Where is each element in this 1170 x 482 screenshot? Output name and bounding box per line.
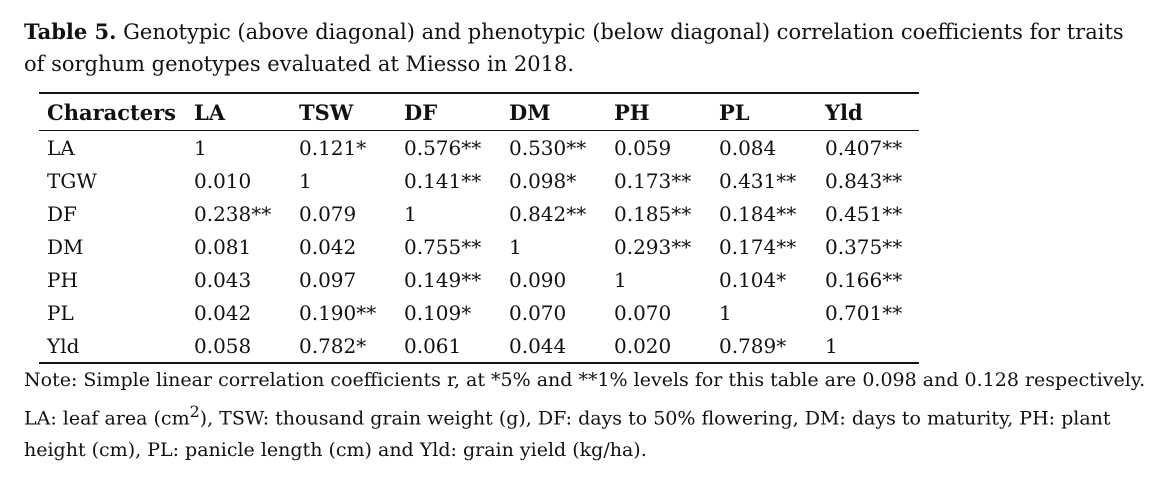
table-caption: Table 5. Genotypic (above diagonal) and … (24, 16, 1150, 80)
column-header: Characters (39, 92, 194, 131)
table-cell: 0.190** (299, 300, 377, 325)
table-row: PL 0.042 0.190** 0.109* 0.070 0.070 1 0.… (39, 296, 919, 329)
table-cell: 1 (825, 329, 919, 364)
table-cell: 0.375** (825, 234, 903, 259)
column-header: LA (194, 92, 299, 131)
table-row: PH 0.043 0.097 0.149** 0.090 1 0.104* 0.… (39, 263, 919, 296)
table-cell: 0.121* (299, 135, 367, 160)
note-superscript: 2 (189, 402, 200, 421)
table-cell: 0.141** (404, 168, 482, 193)
table-row: DM 0.081 0.042 0.755** 1 0.293** 0.174**… (39, 230, 919, 263)
column-header: DM (509, 92, 614, 131)
column-header: TSW (299, 92, 404, 131)
table-cell: 0.293** (614, 234, 692, 259)
table-cell: 0.431** (719, 168, 797, 193)
table-cell: 0.842** (509, 201, 587, 226)
table-cell: 0.044 (509, 329, 614, 364)
table-cell: 0.451** (825, 201, 903, 226)
column-header: PL (719, 92, 825, 131)
table-cell: 0.042 (299, 234, 357, 259)
table-cell: 1 (404, 201, 417, 226)
row-label-cell: LA (47, 135, 75, 160)
table-cell: 0.166** (825, 267, 903, 292)
table-cell: 0.104* (719, 267, 787, 292)
table-cell: 0.789* (719, 329, 825, 364)
table-cell: 0.097 (299, 267, 357, 292)
table-cell: 0.059 (614, 135, 672, 160)
table-cell: 0.058 (194, 329, 299, 364)
table-cell: 1 (719, 300, 732, 325)
table-caption-text: Genotypic (above diagonal) and phenotypi… (24, 20, 1124, 76)
table-cell: 0.010 (194, 168, 252, 193)
table-row: TGW 0.010 1 0.141** 0.098* 0.173** 0.431… (39, 164, 919, 197)
table-cell: 0.070 (509, 300, 567, 325)
table-cell: 0.576** (404, 135, 482, 160)
row-label-cell: PH (47, 267, 78, 292)
table-cell: 0.042 (194, 300, 252, 325)
table-cell: 1 (614, 267, 627, 292)
note-text-part-2: ), TSW: thousand grain weight (g), DF: d… (24, 407, 1111, 462)
table-cell: 0.061 (404, 329, 509, 364)
table-row: Yld 0.058 0.782* 0.061 0.044 0.020 0.789… (39, 329, 919, 364)
table-cell: 0.238** (194, 201, 272, 226)
table-label: Table 5. (24, 19, 117, 44)
row-label-cell: DF (47, 201, 77, 226)
table-cell: 1 (509, 234, 522, 259)
table-note: Note: Simple linear correlation coeffici… (24, 364, 1154, 466)
table-cell: 0.530** (509, 135, 587, 160)
table-cell: 1 (194, 135, 207, 160)
column-header: Yld (825, 92, 919, 131)
table-cell: 0.701** (825, 300, 903, 325)
table-cell: 0.173** (614, 168, 692, 193)
table-cell: 0.081 (194, 234, 252, 259)
table-header-row: Characters LA TSW DF DM PH PL Yld (39, 92, 919, 131)
column-header: DF (404, 92, 509, 131)
note-text-part-1: Note: Simple linear correlation coeffici… (24, 369, 1146, 430)
table-cell: 0.098* (509, 168, 577, 193)
table-row: DF 0.238** 0.079 1 0.842** 0.185** 0.184… (39, 197, 919, 230)
row-label-cell: TGW (47, 168, 97, 193)
table-cell: 0.782* (299, 329, 404, 364)
table-cell: 0.843** (825, 168, 903, 193)
row-label-cell: DM (47, 234, 84, 259)
table-cell: 0.184** (719, 201, 797, 226)
table-cell: 0.020 (614, 329, 719, 364)
column-header: PH (614, 92, 719, 131)
table-cell: 0.185** (614, 201, 692, 226)
table-cell: 0.149** (404, 267, 482, 292)
table-cell: 0.755** (404, 234, 482, 259)
table-cell: 0.407** (825, 135, 903, 160)
table-cell: 0.079 (299, 201, 357, 226)
table-cell: 0.070 (614, 300, 672, 325)
table-cell: 0.174** (719, 234, 797, 259)
table-cell: 0.090 (509, 267, 567, 292)
table-cell: 0.084 (719, 135, 777, 160)
table-row: LA 1 0.121* 0.576** 0.530** 0.059 0.084 … (39, 131, 919, 165)
table-cell: 1 (299, 168, 312, 193)
row-label-cell: Yld (39, 329, 194, 364)
table-cell: 0.109* (404, 300, 472, 325)
table-cell: 0.043 (194, 267, 252, 292)
row-label-cell: PL (47, 300, 74, 325)
correlation-table: Characters LA TSW DF DM PH PL Yld LA 1 0… (39, 92, 919, 364)
